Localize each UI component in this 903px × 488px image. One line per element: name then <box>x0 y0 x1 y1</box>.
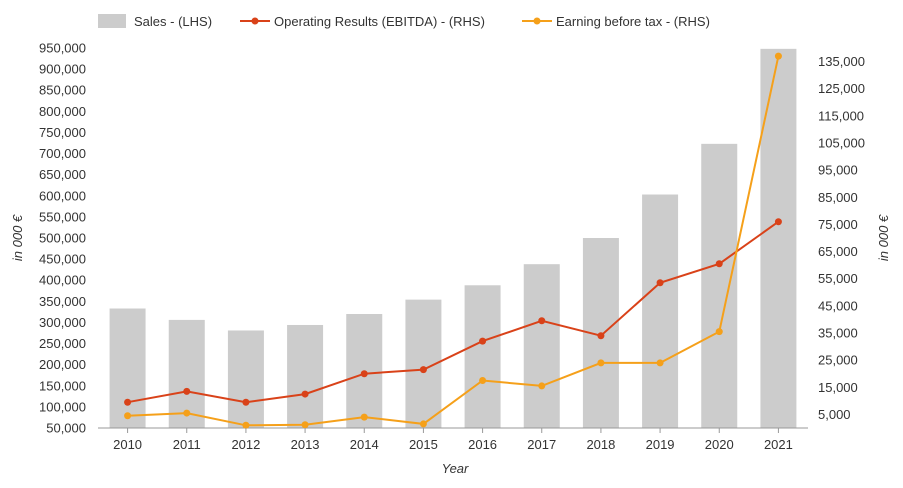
left-axis-title: in 000 € <box>10 214 25 261</box>
right-tick-label: 85,000 <box>818 190 858 205</box>
left-tick-label: 450,000 <box>39 252 86 267</box>
x-tick-label: 2018 <box>586 437 615 452</box>
ebt-point-2017 <box>538 382 546 390</box>
left-tick-label: 100,000 <box>39 399 86 414</box>
legend-marker-ebt <box>533 17 541 25</box>
ebitda-point-2020 <box>715 260 723 268</box>
ebt-point-2014 <box>360 413 368 421</box>
sales-bar-2013 <box>287 324 324 428</box>
legend-swatch-sales <box>98 14 126 28</box>
sales-bar-2019 <box>642 194 679 428</box>
x-axis-ticks: 2010 2011 2012 2013 2014 2015 2016 2017 2018 2019… <box>113 428 793 452</box>
legend-marker-ebitda <box>251 17 259 25</box>
legend-label-sales: Sales - (LHS) <box>134 14 212 29</box>
ebt-point-2015 <box>419 420 427 428</box>
left-tick-label: 750,000 <box>39 125 86 140</box>
left-tick-label: 850,000 <box>39 83 86 98</box>
sales-bar-2012 <box>227 330 264 428</box>
left-tick-label: 950,000 <box>39 41 86 56</box>
x-tick-label: 2012 <box>231 437 260 452</box>
right-tick-label: 45,000 <box>818 298 858 313</box>
ebt-point-2021 <box>774 52 782 60</box>
left-tick-label: 800,000 <box>39 104 86 119</box>
left-tick-label: 350,000 <box>39 294 86 309</box>
ebitda-point-2011 <box>183 387 191 395</box>
right-tick-label: 125,000 <box>818 81 865 96</box>
right-tick-label: 25,000 <box>818 353 858 368</box>
right-tick-label: 5,000 <box>818 407 851 422</box>
right-tick-label: 35,000 <box>818 326 858 341</box>
x-tick-label: 2021 <box>764 437 793 452</box>
left-tick-label: 200,000 <box>39 357 86 372</box>
x-tick-label: 2011 <box>173 437 201 452</box>
ebitda-point-2018 <box>597 332 605 340</box>
right-tick-label: 95,000 <box>818 163 858 178</box>
left-tick-label: 250,000 <box>39 336 86 351</box>
ebitda-point-2016 <box>479 337 487 345</box>
right-tick-label: 65,000 <box>818 244 858 259</box>
ebt-point-2016 <box>479 377 487 384</box>
x-tick-label: 2019 <box>646 437 675 452</box>
right-tick-label: 75,000 <box>818 217 858 232</box>
sales-bars <box>109 48 797 428</box>
ebt-point-2011 <box>183 409 191 417</box>
x-tick-label: 2010 <box>113 437 142 452</box>
x-tick-label: 2013 <box>291 437 320 452</box>
ebt-point-2020 <box>715 328 723 336</box>
left-tick-label: 550,000 <box>39 209 86 224</box>
right-tick-label: 105,000 <box>818 136 865 151</box>
ebitda-point-2014 <box>360 370 368 378</box>
sales-bar-2020 <box>701 143 738 428</box>
ebt-point-2018 <box>597 359 605 367</box>
sales-bar-2016 <box>464 285 501 428</box>
right-axis-title: in 000 € <box>876 214 891 261</box>
x-tick-label: 2017 <box>527 437 556 452</box>
ebitda-point-2019 <box>656 279 664 287</box>
x-tick-label: 2016 <box>468 437 497 452</box>
sales-bar-2010 <box>109 308 146 428</box>
legend-label-ebt: Earning before tax - (RHS) <box>556 14 710 29</box>
x-tick-label: 2014 <box>350 437 379 452</box>
left-tick-label: 600,000 <box>39 188 86 203</box>
ebitda-point-2012 <box>242 398 250 406</box>
ebitda-point-2013 <box>301 390 309 398</box>
line-series <box>124 52 782 429</box>
left-tick-label: 650,000 <box>39 167 86 182</box>
left-tick-label: 700,000 <box>39 146 86 161</box>
x-axis-title: Year <box>442 461 469 476</box>
left-tick-label: 50,000 <box>46 421 86 436</box>
chart-legend: Sales - (LHS) Operating Results (EBITDA)… <box>98 14 710 29</box>
left-tick-label: 150,000 <box>39 378 86 393</box>
right-tick-label: 15,000 <box>818 380 858 395</box>
sales-bar-2021 <box>760 48 797 428</box>
right-tick-label: 55,000 <box>818 271 858 286</box>
right-axis-ticks: 5,000 15,000 25,000 35,000 45,000 55,000 65,00… <box>818 54 865 422</box>
left-tick-label: 500,000 <box>39 231 86 246</box>
ebitda-line <box>127 220 779 404</box>
ebt-point-2013 <box>301 421 309 429</box>
ebt-point-2019 <box>656 359 664 367</box>
left-tick-label: 400,000 <box>39 273 86 288</box>
ebt-point-2010 <box>124 412 132 420</box>
x-tick-label: 2015 <box>409 437 438 452</box>
left-tick-label: 300,000 <box>39 315 86 330</box>
ebitda-point-2015 <box>419 366 427 374</box>
x-tick-label: 2020 <box>705 437 734 452</box>
ebt-point-2012 <box>242 421 250 429</box>
ebitda-point-2010 <box>124 398 132 406</box>
sales-bar-2017 <box>523 264 560 428</box>
left-axis-ticks: 50,000 100,000 150,000 200,000 250,000 300,00… <box>39 41 86 436</box>
ebitda-point-2021 <box>774 218 782 226</box>
legend-label-ebitda: Operating Results (EBITDA) - (RHS) <box>274 14 485 29</box>
left-tick-label: 900,000 <box>39 62 86 77</box>
right-tick-label: 115,000 <box>818 108 864 123</box>
ebitda-point-2017 <box>538 317 546 325</box>
right-tick-label: 135,000 <box>818 54 865 69</box>
ebt-line <box>127 55 780 427</box>
